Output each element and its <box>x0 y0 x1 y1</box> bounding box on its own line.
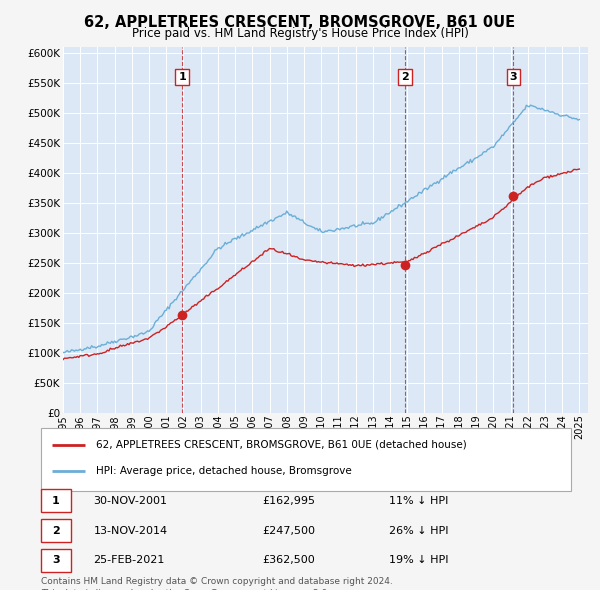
Text: 1: 1 <box>52 496 60 506</box>
Text: 19% ↓ HPI: 19% ↓ HPI <box>389 555 448 565</box>
Text: 3: 3 <box>52 555 60 565</box>
FancyBboxPatch shape <box>41 489 71 512</box>
Text: 11% ↓ HPI: 11% ↓ HPI <box>389 496 448 506</box>
Text: Contains HM Land Registry data © Crown copyright and database right 2024.: Contains HM Land Registry data © Crown c… <box>41 577 393 586</box>
FancyBboxPatch shape <box>41 428 571 491</box>
Text: £362,500: £362,500 <box>262 555 314 565</box>
Text: 25-FEB-2021: 25-FEB-2021 <box>94 555 165 565</box>
FancyBboxPatch shape <box>41 549 71 572</box>
Text: 26% ↓ HPI: 26% ↓ HPI <box>389 526 448 536</box>
Text: 2: 2 <box>401 72 409 82</box>
Text: 13-NOV-2014: 13-NOV-2014 <box>94 526 167 536</box>
Text: 3: 3 <box>509 72 517 82</box>
Text: Price paid vs. HM Land Registry's House Price Index (HPI): Price paid vs. HM Land Registry's House … <box>131 27 469 40</box>
Text: HPI: Average price, detached house, Bromsgrove: HPI: Average price, detached house, Brom… <box>96 466 352 476</box>
FancyBboxPatch shape <box>41 519 71 542</box>
Text: 2: 2 <box>52 526 60 536</box>
Text: £247,500: £247,500 <box>262 526 315 536</box>
Text: £162,995: £162,995 <box>262 496 315 506</box>
Text: This data is licensed under the Open Government Licence v3.0.: This data is licensed under the Open Gov… <box>41 589 330 590</box>
Text: 62, APPLETREES CRESCENT, BROMSGROVE, B61 0UE: 62, APPLETREES CRESCENT, BROMSGROVE, B61… <box>85 15 515 30</box>
Text: 62, APPLETREES CRESCENT, BROMSGROVE, B61 0UE (detached house): 62, APPLETREES CRESCENT, BROMSGROVE, B61… <box>96 440 467 450</box>
Text: 1: 1 <box>178 72 186 82</box>
Text: 30-NOV-2001: 30-NOV-2001 <box>94 496 167 506</box>
